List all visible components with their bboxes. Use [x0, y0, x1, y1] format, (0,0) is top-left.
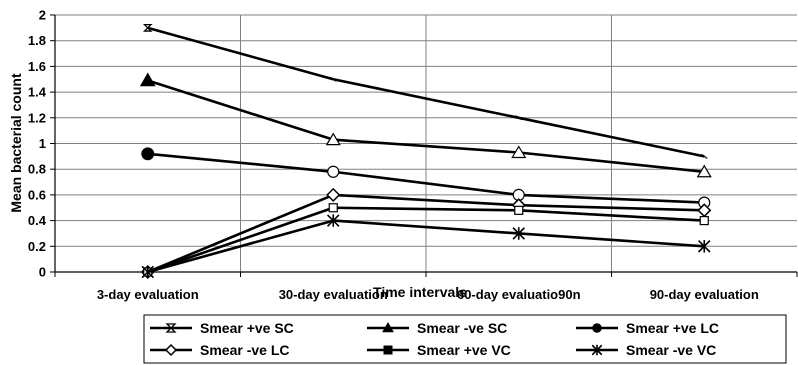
data-point [139, 72, 156, 87]
data-point [699, 216, 709, 226]
asterisk-marker [697, 240, 711, 253]
y-tick-label: 0.6 [28, 187, 46, 202]
y-tick-label: 0 [39, 265, 46, 280]
hourglass-marker [142, 23, 153, 32]
x-tick-label: 3-day evaluation [97, 287, 199, 302]
data-point [326, 214, 340, 227]
asterisk-marker [591, 344, 603, 356]
data-point [141, 265, 155, 279]
legend-box [143, 314, 787, 364]
hourglass-marker [700, 153, 708, 159]
legend-item: Smear +ve LC [576, 320, 719, 336]
legend-label: Smear +ve SC [200, 320, 294, 336]
triangle-marker [325, 132, 341, 146]
axes [50, 14, 798, 277]
series-path [147, 152, 705, 204]
y-tick-label: 1.4 [28, 85, 47, 100]
x-tick-label: 90-day evaluation [650, 287, 759, 302]
legend-item: Smear +ve SC [150, 320, 294, 336]
diamond-marker [326, 187, 341, 202]
series-group [139, 23, 712, 280]
x-tick-label: 30-day evaluation [279, 287, 388, 302]
data-point [511, 145, 527, 159]
series-path [147, 79, 705, 174]
legend-label: Smear +ve VC [417, 342, 511, 358]
square-marker [383, 345, 393, 355]
data-point [142, 23, 153, 32]
legend-label: Smear +ve LC [626, 320, 719, 336]
y-tick-label: 0.8 [28, 162, 46, 177]
data-point [700, 153, 708, 159]
circle-marker [327, 165, 340, 178]
y-axis-title: Mean bacterial count [8, 73, 24, 213]
grid-lines [55, 14, 797, 272]
legend-label: Smear -ve LC [200, 342, 289, 358]
data-point [697, 240, 711, 253]
series-path [147, 26, 705, 158]
hourglass-marker [515, 115, 523, 121]
triangle-marker [139, 72, 156, 87]
data-point [327, 165, 340, 178]
triangle-marker [511, 145, 527, 159]
legend-item: Smear -ve VC [576, 342, 716, 358]
diamond-marker [164, 343, 178, 357]
triangle-marker [696, 164, 712, 178]
asterisk-marker [141, 265, 155, 279]
series-path [147, 206, 705, 274]
x-axis-title: Time intervals [373, 284, 467, 300]
series-line [141, 147, 711, 209]
legend-label: Smear -ve SC [417, 320, 507, 336]
series-line [142, 23, 708, 159]
series-path [147, 219, 705, 274]
circle-marker [592, 323, 602, 333]
asterisk-marker [512, 227, 526, 240]
square-marker [328, 203, 338, 213]
data-point [514, 205, 524, 215]
data-point [326, 187, 341, 202]
y-tick-label: 1.2 [28, 110, 46, 125]
y-tick-label: 1.8 [28, 33, 46, 48]
legend-item: Smear -ve LC [150, 342, 289, 358]
square-marker [699, 216, 709, 226]
data-point [141, 147, 155, 161]
tick-labels: 0 0.2 0.4 0.6 0.8 1 1.2 1.4 1.6 1.8 2 3-day evaluat… [28, 8, 759, 303]
data-point [515, 115, 523, 121]
data-point [696, 164, 712, 178]
y-tick-label: 0.2 [28, 239, 46, 254]
legend-item: Smear -ve SC [367, 320, 507, 336]
y-tick-label: 1 [39, 136, 46, 151]
series-path [147, 193, 705, 274]
data-point [329, 76, 337, 82]
square-marker [514, 205, 524, 215]
hourglass-marker [165, 323, 177, 333]
y-tick-label: 2 [39, 8, 46, 23]
triangle-marker [382, 321, 394, 333]
legend-item: Smear +ve VC [367, 342, 511, 358]
legend: Smear +ve SC Smear -ve SC Smear +ve LC Smea… [143, 314, 787, 364]
circle-marker [141, 147, 155, 161]
data-point [328, 203, 338, 213]
y-tick-label: 1.6 [28, 59, 46, 74]
asterisk-marker [326, 214, 340, 227]
series-line [141, 214, 711, 279]
data-point [325, 132, 341, 146]
x-tick-label: 60-day evaluatio90n [457, 287, 581, 302]
series-line [139, 72, 712, 178]
y-tick-label: 0.4 [28, 213, 47, 228]
data-point [512, 227, 526, 240]
hourglass-marker [329, 76, 337, 82]
legend-label: Smear -ve VC [626, 342, 716, 358]
